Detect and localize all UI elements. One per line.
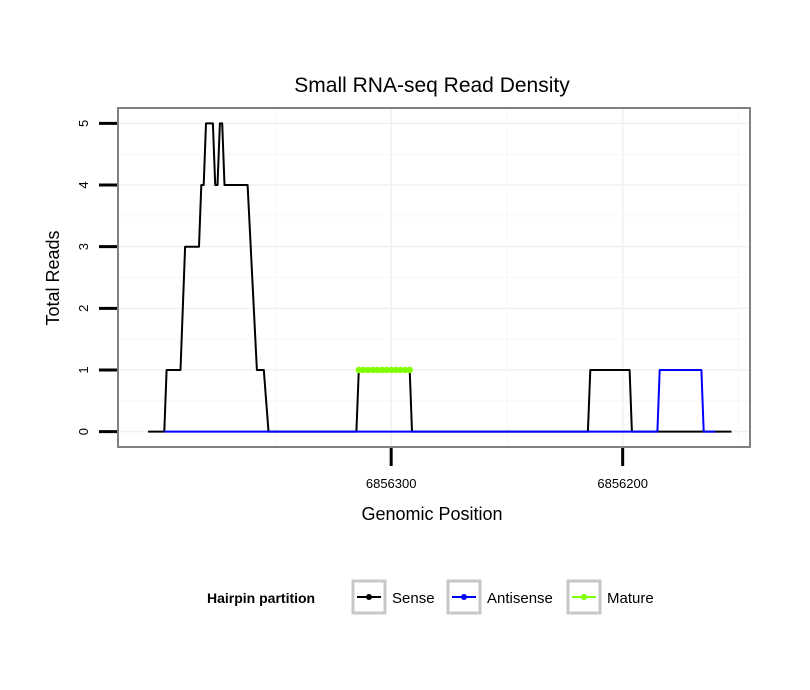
series-point-mature bbox=[392, 366, 400, 374]
series-layer bbox=[148, 122, 732, 433]
series-line-antisense bbox=[164, 369, 716, 433]
legend-title: Hairpin partition bbox=[207, 590, 315, 606]
legend: Hairpin partition Sense Antisense Mature bbox=[207, 579, 654, 615]
x-axis-label: Genomic Position bbox=[361, 504, 502, 524]
y-tick-label: 2 bbox=[76, 305, 91, 312]
legend-entry-mature: Mature bbox=[566, 579, 654, 615]
series-point-mature bbox=[369, 366, 376, 374]
series-point-mature bbox=[383, 366, 390, 374]
series-point-mature bbox=[378, 366, 386, 374]
series-point-mature bbox=[374, 366, 381, 374]
legend-label-sense: Sense bbox=[392, 590, 435, 607]
series-point-mature bbox=[406, 366, 413, 374]
series-point-mature bbox=[355, 366, 362, 374]
axes: 0 1 2 3 4 5 6856300 6856200 bbox=[76, 120, 648, 491]
y-tick-label: 1 bbox=[76, 366, 91, 373]
series-point-mature bbox=[397, 366, 404, 374]
y-tick-label: 3 bbox=[76, 243, 91, 250]
legend-entry-sense: Sense bbox=[351, 579, 435, 615]
grid bbox=[118, 108, 750, 447]
legend-entry-antisense: Antisense bbox=[446, 579, 553, 615]
series-point-mature bbox=[401, 366, 409, 374]
series-point-mature bbox=[364, 366, 372, 374]
series-point-mature bbox=[360, 366, 367, 374]
y-tick-label: 4 bbox=[76, 181, 91, 188]
legend-label-antisense: Antisense bbox=[487, 590, 553, 607]
series-point-mature bbox=[387, 366, 395, 374]
y-axis-label: Total Reads bbox=[43, 230, 63, 325]
y-tick-label: 0 bbox=[76, 428, 91, 435]
plot-border bbox=[117, 107, 751, 448]
x-tick-label: 6856200 bbox=[597, 476, 648, 491]
y-tick-label: 5 bbox=[76, 120, 91, 127]
chart-title: Small RNA-seq Read Density bbox=[294, 74, 570, 97]
x-tick-label: 6856300 bbox=[366, 476, 417, 491]
legend-label-mature: Mature bbox=[607, 590, 654, 607]
